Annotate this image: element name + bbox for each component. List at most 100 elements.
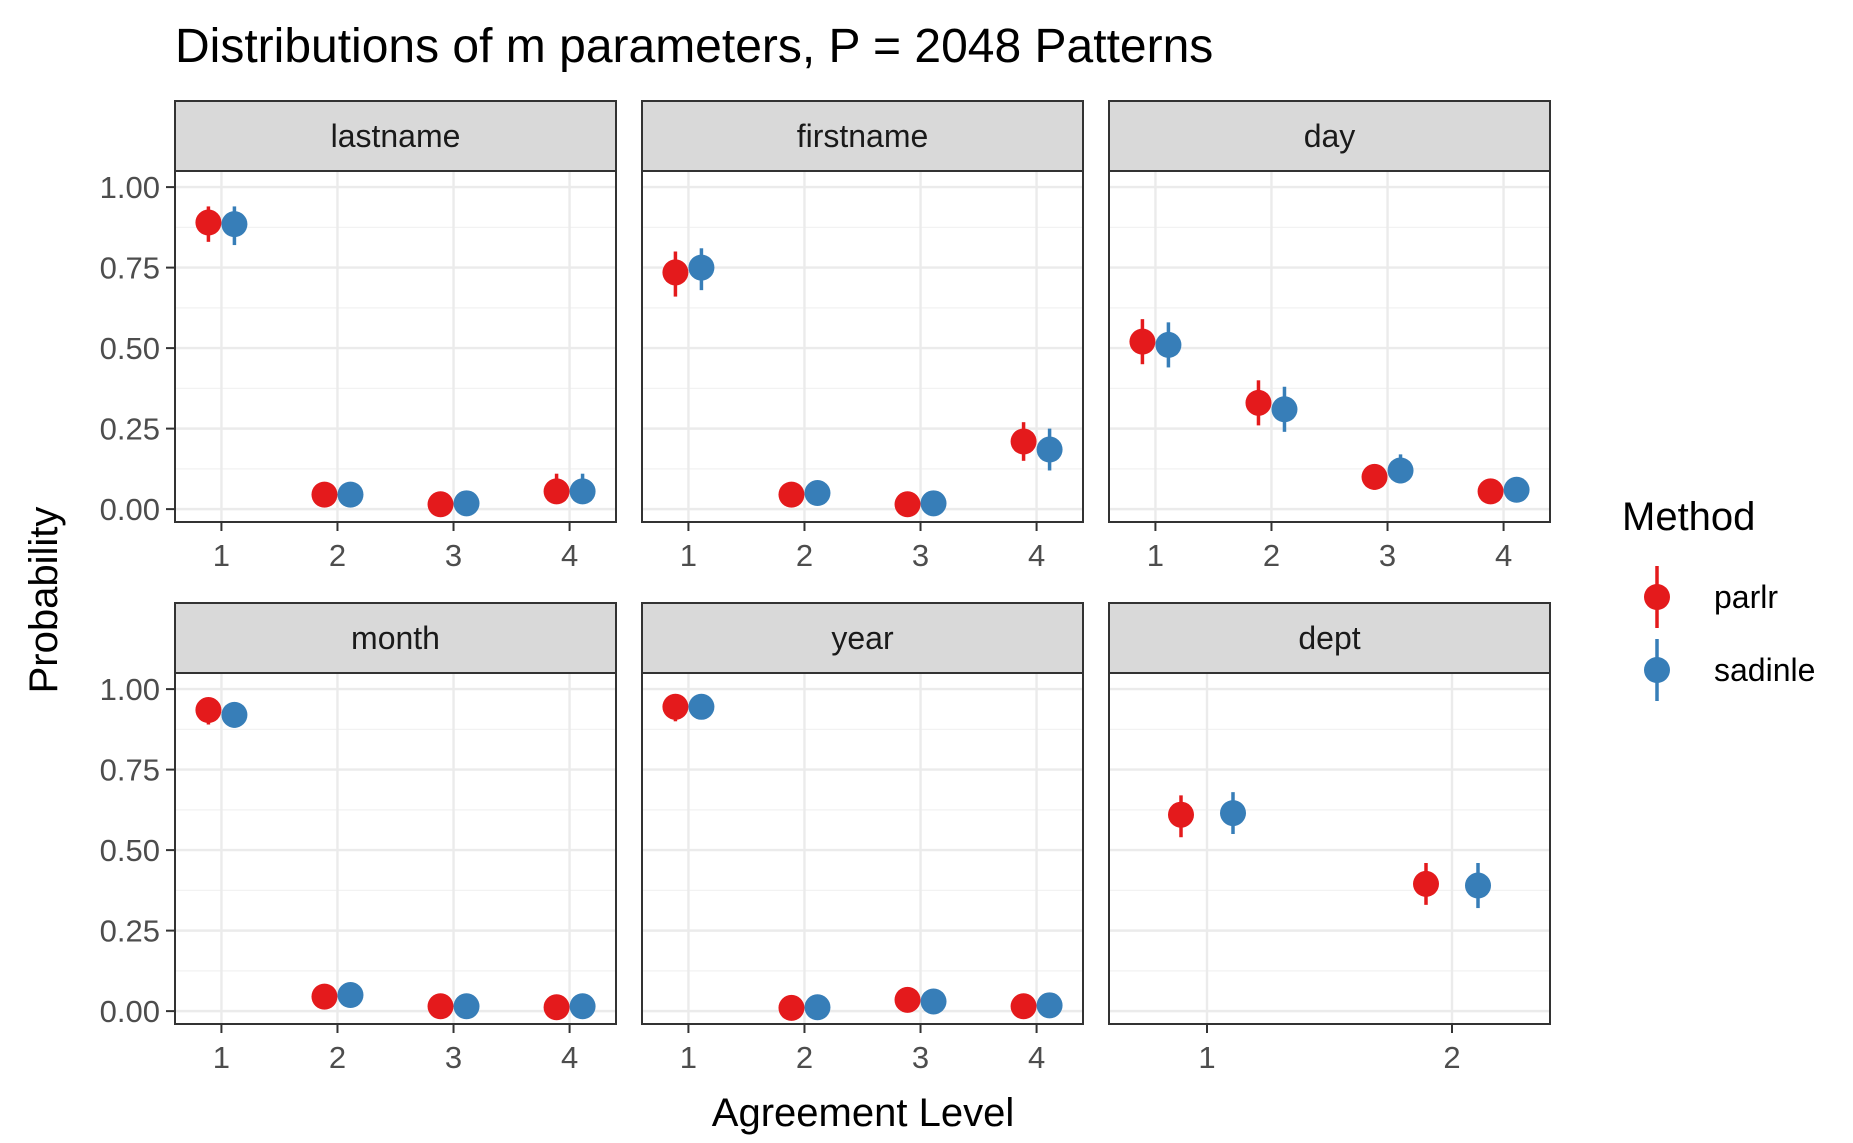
point-sadinle [688, 693, 715, 720]
point-sadinle [337, 481, 364, 508]
point-parlr [311, 481, 338, 508]
point-sadinle [1503, 476, 1530, 503]
strip-lastname [174, 100, 617, 172]
x-tick-label: 1 [213, 1040, 230, 1075]
panel-dept: dept 1 2 [1108, 602, 1551, 1075]
x-tick-label: 1 [1198, 1040, 1215, 1075]
point-parlr [311, 983, 338, 1010]
panel-lastname: lastname 0.00 0.25 0.50 0.75 1.00 1 2 3 4 [100, 100, 617, 573]
legend-label: sadinle [1714, 652, 1815, 688]
x-tick-label: 2 [329, 1040, 346, 1075]
x-tick-label: 4 [1028, 538, 1045, 573]
plot-area [1109, 673, 1550, 1024]
panel-month: month 0.00 0.25 0.50 0.75 1.00 1 2 3 4 [100, 602, 617, 1075]
point-parlr [778, 481, 805, 508]
legend-item-sadinle: sadinle [1644, 639, 1815, 701]
point-sadinle [569, 993, 596, 1020]
point-parlr [1477, 478, 1504, 505]
point-sadinle [1220, 800, 1246, 827]
point-sadinle [920, 490, 947, 517]
panel-border [641, 170, 1084, 523]
panel-border [174, 170, 617, 523]
panel-border [1108, 170, 1551, 523]
point-sadinle [920, 988, 947, 1015]
panel-year: year 1 2 3 4 [641, 602, 1084, 1075]
point-sadinle [569, 478, 596, 505]
legend-key-point [1644, 657, 1670, 683]
point-sadinle [221, 211, 248, 238]
plot-area [642, 171, 1083, 522]
point-sadinle [804, 480, 831, 507]
y-tick-label: 0.75 [100, 753, 160, 788]
x-tick-label: 2 [329, 538, 346, 573]
point-sadinle [453, 490, 480, 517]
point-parlr [662, 259, 689, 286]
x-tick-label: 2 [796, 538, 813, 573]
legend: Method parlr sadinle [1622, 495, 1815, 701]
strip-dept [1108, 602, 1551, 674]
strip-label-year: year [831, 620, 894, 656]
x-tick-label: 4 [1495, 538, 1512, 573]
point-sadinle [221, 701, 248, 728]
point-parlr [543, 478, 570, 505]
y-tick-label: 0.25 [100, 914, 160, 949]
y-tick-label: 0.25 [100, 412, 160, 447]
point-parlr [1168, 801, 1194, 828]
point-parlr [1010, 428, 1037, 455]
point-sadinle [1465, 872, 1491, 899]
panel-border [174, 672, 617, 1025]
y-axis-title: Probability [22, 507, 66, 694]
point-parlr [1361, 463, 1388, 490]
panel-border [1108, 672, 1551, 1025]
panel-firstname: firstname 1 2 3 4 [641, 100, 1084, 573]
plot-area [642, 673, 1083, 1024]
legend-key-point [1644, 584, 1670, 610]
point-sadinle [1387, 457, 1414, 484]
point-sadinle [1036, 436, 1063, 463]
strip-label-lastname: lastname [331, 118, 461, 154]
x-tick-label: 2 [1263, 538, 1280, 573]
x-tick-label: 3 [445, 1040, 462, 1075]
strip-month [174, 602, 617, 674]
point-sadinle [453, 993, 480, 1020]
legend-item-parlr: parlr [1644, 566, 1778, 628]
strip-label-month: month [351, 620, 440, 656]
x-tick-label: 2 [796, 1040, 813, 1075]
y-tick-label: 0.75 [100, 251, 160, 286]
strip-label-firstname: firstname [797, 118, 929, 154]
panel-day: day 1 2 3 4 [1108, 100, 1551, 573]
y-tick-label: 0.00 [100, 994, 160, 1029]
point-parlr [1129, 328, 1156, 355]
point-sadinle [1155, 331, 1182, 358]
point-parlr [195, 697, 222, 724]
panel-border [641, 672, 1084, 1025]
x-tick-label: 1 [213, 538, 230, 573]
point-sadinle [337, 982, 364, 1009]
legend-title: Method [1622, 495, 1755, 539]
point-sadinle [1036, 992, 1063, 1019]
point-parlr [894, 986, 921, 1013]
y-tick-label: 0.50 [100, 833, 160, 868]
x-tick-label: 3 [912, 1040, 929, 1075]
point-parlr [662, 693, 689, 720]
x-axis-title: Agreement Level [712, 1091, 1014, 1135]
point-parlr [543, 994, 570, 1021]
point-parlr [894, 491, 921, 518]
x-tick-label: 1 [680, 538, 697, 573]
x-tick-label: 4 [1028, 1040, 1045, 1075]
y-tick-label: 0.00 [100, 492, 160, 527]
point-parlr [427, 491, 454, 518]
strip-year [641, 602, 1084, 674]
plot-area [175, 171, 616, 522]
legend-label: parlr [1714, 579, 1778, 615]
x-tick-label: 2 [1443, 1040, 1460, 1075]
strip-label-day: day [1304, 118, 1356, 154]
point-parlr [1245, 389, 1272, 416]
point-parlr [195, 209, 222, 236]
plot-area [175, 673, 616, 1024]
x-tick-label: 3 [912, 538, 929, 573]
point-sadinle [1271, 396, 1298, 423]
strip-label-dept: dept [1298, 620, 1360, 656]
